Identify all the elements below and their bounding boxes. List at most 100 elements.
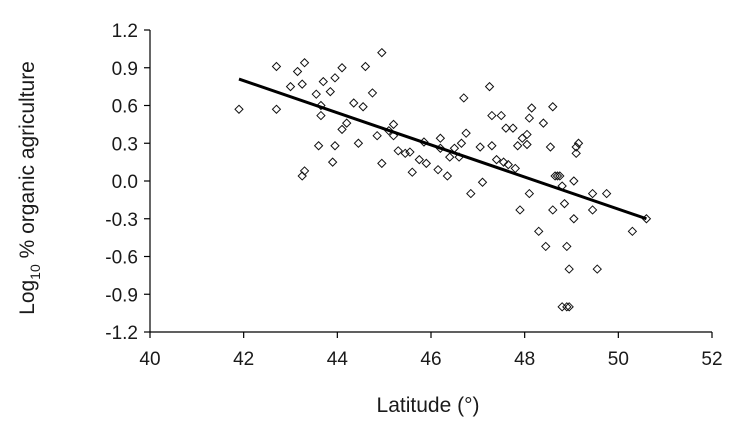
y-tick-label: -1.2 — [105, 323, 138, 344]
data-point — [541, 241, 551, 252]
data-point — [337, 124, 347, 135]
data-point — [372, 130, 382, 141]
data-point — [407, 167, 417, 177]
y-tick-label: -0.3 — [105, 210, 138, 231]
axes — [144, 29, 713, 338]
data-point — [564, 302, 574, 312]
data-point — [341, 118, 352, 128]
data-point — [337, 63, 347, 73]
y-axis-title: Log10 % organic agriculture — [16, 61, 43, 315]
data-point — [445, 152, 455, 162]
data-point — [487, 141, 497, 151]
data-point — [524, 188, 535, 199]
data-point — [400, 148, 410, 159]
data-point — [484, 81, 495, 92]
data-point — [377, 47, 387, 58]
data-point — [271, 61, 282, 72]
data-point — [587, 205, 598, 215]
data-point — [562, 241, 572, 252]
y-axis-title-main: Log — [16, 280, 39, 315]
data-point — [564, 264, 574, 274]
data-point — [466, 188, 476, 199]
data-point — [601, 188, 612, 199]
data-point — [393, 146, 403, 156]
y-tick-label: 1.2 — [112, 21, 138, 42]
data-point — [475, 142, 485, 152]
data-point — [627, 226, 638, 237]
data-point — [510, 163, 521, 174]
data-point — [508, 123, 518, 133]
data-point — [503, 159, 513, 170]
x-tick-label: 46 — [420, 349, 441, 370]
data-point — [512, 141, 523, 151]
data-point — [477, 177, 488, 187]
data-point — [405, 147, 415, 157]
data-point — [501, 123, 511, 133]
data-point — [459, 93, 469, 103]
data-point — [435, 133, 446, 143]
data-point — [592, 264, 602, 274]
data-points — [234, 47, 652, 312]
data-point — [461, 128, 471, 138]
data-point — [524, 113, 535, 123]
data-point — [569, 214, 579, 224]
y-tick-label: 0.9 — [112, 59, 138, 80]
data-point — [316, 100, 326, 111]
data-point — [285, 81, 296, 92]
data-point — [534, 226, 544, 237]
data-point — [367, 88, 378, 98]
data-point — [498, 157, 509, 167]
x-tick-label: 44 — [327, 349, 349, 370]
y-axis-title-rest: % organic agriculture — [16, 61, 39, 264]
data-point — [330, 141, 340, 151]
data-point — [360, 61, 371, 72]
y-tick-label: -0.6 — [105, 248, 138, 269]
data-point — [330, 73, 340, 83]
data-point — [538, 118, 549, 128]
data-point — [522, 129, 532, 140]
data-point — [552, 171, 563, 181]
data-point — [358, 102, 368, 112]
x-tick-label: 42 — [233, 349, 254, 370]
data-point — [573, 138, 584, 148]
data-point — [271, 104, 282, 114]
x-tick-label: 52 — [701, 349, 722, 370]
data-point — [327, 157, 338, 167]
data-point — [491, 154, 502, 165]
data-point — [349, 98, 359, 108]
data-point — [234, 104, 244, 114]
data-point — [377, 158, 387, 169]
data-point — [299, 166, 310, 176]
data-point — [318, 76, 328, 87]
trendline — [238, 77, 647, 221]
data-point — [548, 102, 558, 112]
data-point — [587, 188, 598, 199]
data-point — [414, 154, 424, 165]
data-point — [292, 66, 303, 77]
y-axis-title-subscript: 10 — [27, 264, 43, 280]
data-point — [548, 205, 558, 215]
tick-labels: 1.2 0.9 0.6 0.3 0.0 -0.3 -0.6 -0.9 -1.240 42 44 46 4… — [105, 21, 722, 370]
x-tick-label: 50 — [608, 349, 629, 370]
data-point — [316, 110, 326, 121]
data-point — [311, 89, 321, 99]
data-point — [562, 302, 572, 312]
data-point — [433, 164, 443, 175]
x-tick-label: 40 — [139, 349, 160, 370]
data-point — [559, 198, 570, 209]
data-point — [496, 110, 506, 121]
data-point — [299, 58, 310, 68]
data-point — [515, 205, 525, 215]
data-point — [545, 142, 556, 152]
data-point — [353, 138, 364, 148]
data-point — [388, 119, 399, 130]
data-point — [522, 139, 532, 150]
data-point — [313, 141, 324, 151]
data-point — [569, 176, 579, 186]
data-point — [487, 110, 497, 121]
y-tick-label: 0.3 — [112, 134, 138, 155]
data-point — [526, 103, 537, 113]
y-tick-label: 0.6 — [112, 97, 138, 118]
